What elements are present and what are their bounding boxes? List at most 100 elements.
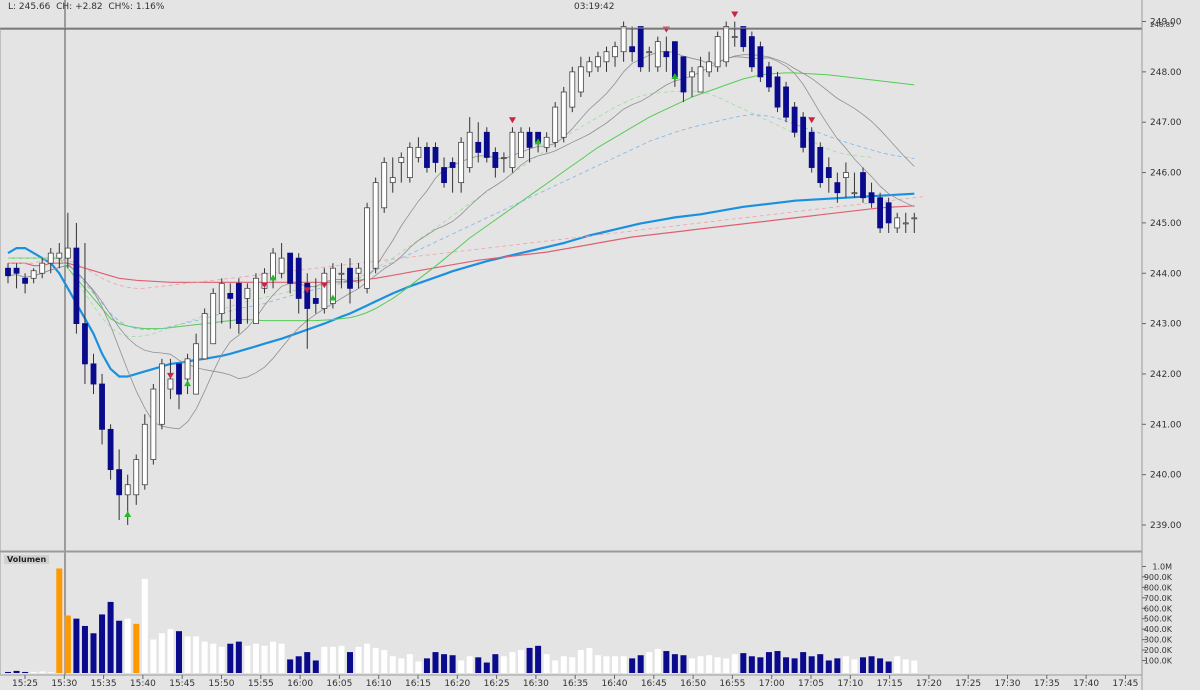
candle-body [201,313,208,360]
candle [124,474,131,525]
buy-signal-triangle [534,138,542,145]
time-tick-label: 17:20 [916,679,942,689]
candle [82,243,88,385]
volume-bar [389,656,396,673]
time-tick-label: 16:30 [523,679,549,689]
candle [355,263,362,289]
volume-bar [347,652,353,673]
candle-body [466,131,473,168]
volume-bar [680,655,687,673]
candle [30,268,37,284]
time-tick-label: 16:55 [719,679,745,689]
candle [475,122,482,163]
sell-signal-triangle [808,117,816,124]
candle-body [13,267,20,274]
candle [492,147,499,178]
candle-body [176,363,182,395]
candle [449,157,456,193]
candle [261,268,268,294]
volume-bar [509,652,516,673]
candle-body [39,262,46,274]
candle [201,308,208,360]
candle [518,127,524,158]
volume-bar [697,656,704,673]
candle-body [706,61,712,73]
candle-body [902,222,909,225]
candle-body [22,277,29,284]
volume-bar [295,656,302,673]
candle-body [774,76,781,108]
volume-bar [338,645,345,673]
candle-body [184,358,191,380]
volume-bar [637,655,644,673]
candle-body [372,182,379,269]
candle [526,127,533,163]
candle-body [603,51,610,63]
candle-body [843,172,849,178]
volume-bar [800,652,807,673]
volume-bar [783,657,790,673]
candle [680,56,687,103]
candle-body [697,66,704,93]
volume-bar [577,650,584,673]
candle-body [509,131,516,168]
volume-bar [774,651,781,673]
price-tick-label: 249.00 [1150,18,1182,28]
candle [851,172,858,198]
sell-signal-triangle [320,282,328,289]
candle [184,353,191,395]
volume-bar [475,657,482,673]
volume-bar [603,656,610,673]
candle [347,258,353,304]
volume-bar [218,646,225,673]
volume-bar [911,660,918,673]
volume-panel[interactable] [5,568,918,673]
time-tick-label: 16:00 [287,679,313,689]
candle [381,157,388,213]
time-tick-label: 16:15 [405,679,431,689]
price-panel[interactable] [0,0,1142,675]
volume-bar [560,656,567,673]
volume-bar [646,652,653,673]
volume-bar [210,643,217,673]
candle-body [458,141,465,184]
volume-bar [158,633,165,673]
time-tick-label: 15:35 [91,679,117,689]
candle-body [227,292,234,299]
candle [902,212,909,233]
candle [757,41,764,82]
sell-signal-triangle [166,372,174,379]
candle-body [398,157,405,163]
candle [364,202,371,294]
candle-body [389,177,396,184]
candle-body [834,182,841,194]
candle [167,358,174,400]
candle [432,142,439,173]
candle-body [261,272,268,289]
time-tick-label: 15:45 [169,679,195,689]
candle [244,283,251,324]
moving-average-line [8,205,915,283]
candle-body [364,207,371,289]
time-tick-label: 16:45 [641,679,667,689]
candle [458,137,465,193]
price-tick-label: 241.00 [1150,420,1182,430]
volume-bar [552,660,559,673]
candle-body [629,46,636,53]
candle-body [817,146,824,184]
candle [133,454,140,505]
volume-bar [22,671,29,673]
candle-body [723,26,730,63]
candle-body [595,56,601,68]
time-tick-label: 15:50 [209,679,235,689]
time-tick-label: 17:25 [955,679,981,689]
volume-bar [825,660,832,673]
candle-body [663,51,670,58]
candle-body [637,26,644,68]
volume-bar [466,656,473,673]
candle [552,102,559,148]
candle [706,51,712,77]
volume-bar [184,636,191,673]
